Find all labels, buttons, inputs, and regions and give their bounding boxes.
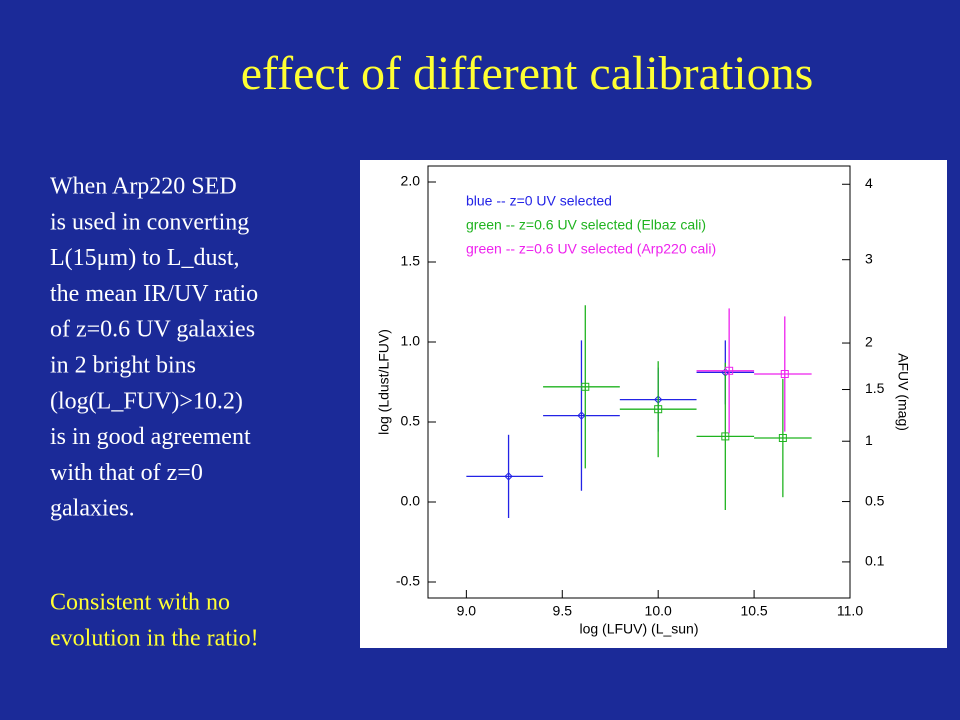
- plot-frame: [427, 165, 851, 599]
- body-text: When Arp220 SED: [50, 174, 237, 200]
- x-tick-label: 11.0: [837, 603, 863, 619]
- point-marker: [780, 370, 789, 378]
- y2-tick-label: 4: [865, 175, 873, 191]
- y-tick-label: 1.5: [401, 253, 421, 269]
- body-text: galaxies.: [50, 496, 135, 522]
- y-tick-label: 1.0: [401, 333, 421, 349]
- point-marker: [778, 434, 787, 442]
- x-tick-label: 9.5: [553, 603, 573, 619]
- legend-entry: green -- z=0.6 UV selected (Arp220 cali): [466, 241, 716, 257]
- body-text: the mean IR/UV ratio: [50, 281, 258, 307]
- chart-panel: [360, 160, 947, 648]
- legend-entry: green -- z=0.6 UV selected (Elbaz cali): [466, 217, 706, 233]
- point-marker: [721, 432, 730, 441]
- point-marker: [725, 366, 734, 375]
- x-tick-label: 9.0: [457, 603, 477, 619]
- y-axis-label: log (Ldust/LFUV): [376, 329, 392, 435]
- body-text: in 2 bright bins: [50, 353, 196, 379]
- body-text: of z=0.6 UV galaxies: [50, 317, 255, 343]
- body-text: is used in converting: [50, 209, 249, 235]
- y2-tick-label: 1: [865, 432, 873, 448]
- x-axis-label: log (LFUV) (L_sun): [579, 621, 698, 637]
- body-text: L(15μm) to L_dust,: [50, 245, 240, 271]
- y-tick-label: 0.0: [401, 493, 421, 509]
- body-text: (log(L_FUV)>10.2): [50, 388, 243, 414]
- y2-tick-label: 0.5: [865, 492, 885, 508]
- y-tick-label: 0.5: [401, 413, 421, 429]
- y2-tick-label: 3: [865, 250, 873, 266]
- slide-title: effect of different calibrations: [241, 47, 814, 100]
- legend-entry: blue -- z=0 UV selected: [466, 193, 612, 209]
- conclusion-text: Consistent with no: [50, 590, 230, 616]
- x-tick-label: 10.5: [740, 603, 767, 619]
- point-marker: [654, 405, 663, 414]
- conclusion-text: evolution in the ratio!: [50, 626, 259, 652]
- y-tick-label: -0.5: [396, 573, 420, 589]
- body-text: with that of z=0: [50, 460, 203, 486]
- y2-tick-label: 1.5: [865, 380, 885, 396]
- body-text: is in good agreement: [50, 424, 251, 450]
- y2-axis-label: AFUV (mag): [895, 353, 911, 431]
- y-tick-label: 2.0: [401, 173, 421, 189]
- point-marker: [577, 411, 586, 420]
- x-tick-label: 10.0: [645, 603, 672, 619]
- point-marker: [581, 382, 590, 391]
- y2-tick-label: 0.1: [865, 553, 885, 569]
- point-marker: [504, 472, 513, 481]
- y2-tick-label: 2: [865, 334, 873, 350]
